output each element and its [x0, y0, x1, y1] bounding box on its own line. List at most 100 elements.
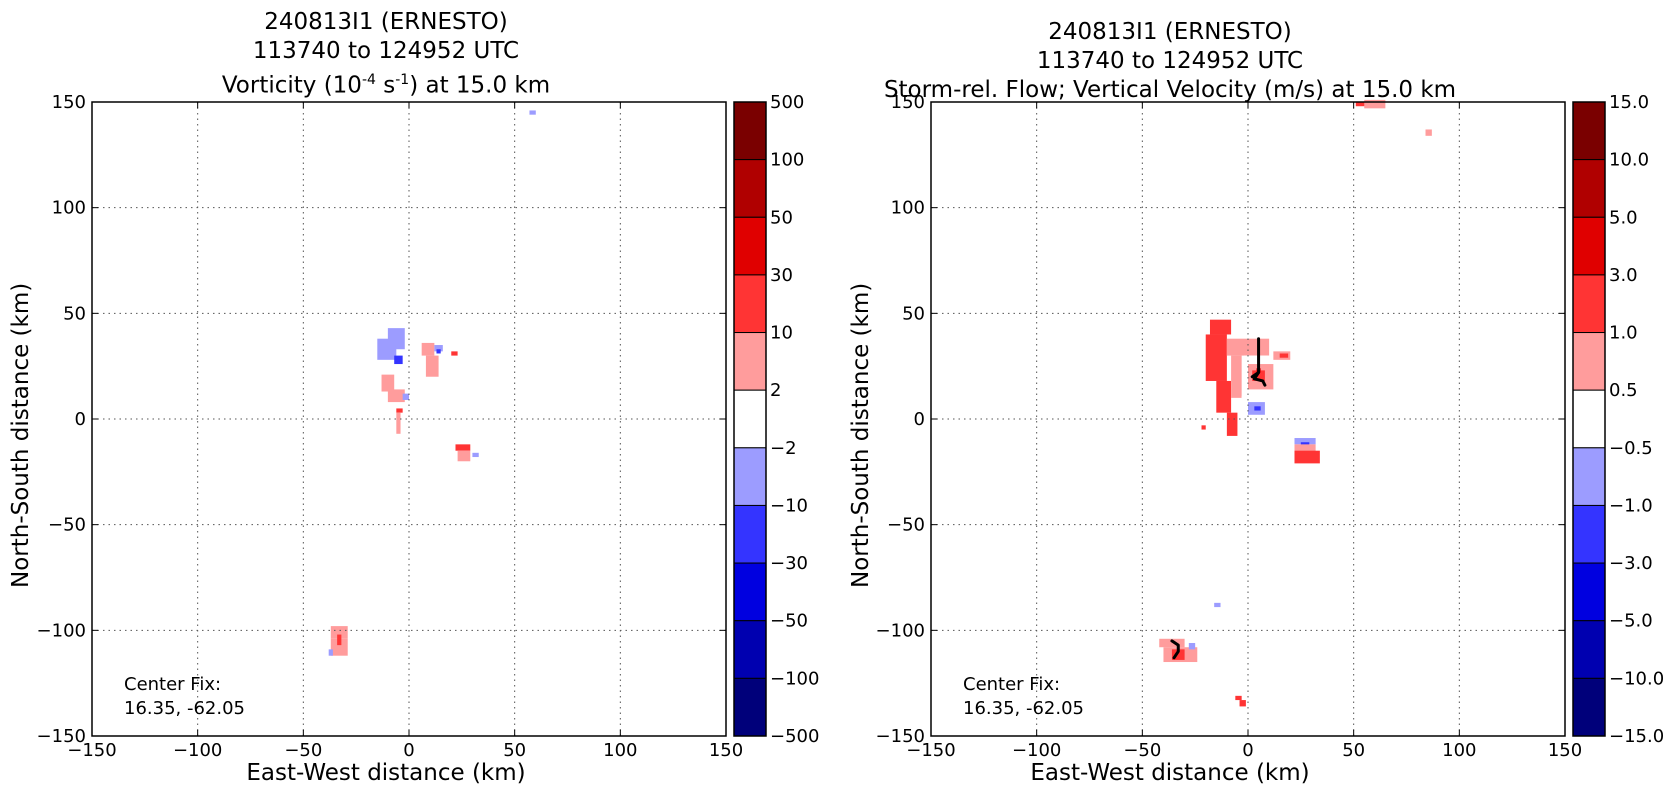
left-contour-patch: [451, 351, 458, 356]
right-colorbar-label: −1.0: [1609, 495, 1653, 516]
left-colorbar-segment: [733, 562, 767, 622]
left-colorbar-segment: [733, 504, 767, 564]
right-colorbar-label: −0.5: [1609, 438, 1653, 459]
left-colorbar-label: 500: [770, 92, 804, 113]
right-contour-patch: [1235, 695, 1242, 701]
left-colorbar-segment: [733, 159, 767, 218]
right-ytick-label: 0: [914, 409, 925, 430]
right-colorbar-label: −15.0: [1609, 726, 1664, 747]
right-contour-patch: [1171, 649, 1185, 660]
right-colorbar-segment: [1572, 159, 1606, 218]
left-colorbar-label: −10: [770, 495, 808, 516]
right-contour-patch: [1355, 102, 1367, 107]
chart-right-title-line2: 113740 to 124952 UTC: [1036, 48, 1304, 74]
right-contour-patch: [1239, 700, 1246, 707]
right-xtick-label: 0: [1242, 740, 1253, 761]
right-ytick-label: 150: [891, 92, 925, 113]
right-xtick-label: −100: [1012, 740, 1061, 761]
left-contour-patch: [455, 444, 471, 451]
left-plot-area: [92, 102, 726, 736]
left-contour-patch: [328, 649, 333, 656]
right-contour-patch: [1254, 406, 1261, 411]
right-colorbar-label: 10.0: [1609, 150, 1649, 171]
right-colorbar-segment: [1572, 332, 1606, 391]
right-colorbar-label: 1.0: [1609, 323, 1638, 344]
right-contour-patch: [1231, 355, 1242, 398]
left-contour-patch: [330, 638, 348, 656]
right-xtick-label: −50: [1123, 740, 1161, 761]
left-contour-patch: [472, 452, 479, 458]
chart-right-title-line3: Storm-rel. Flow; Vertical Velocity (m/s)…: [883, 77, 1457, 103]
left-ytick-label: −50: [48, 515, 86, 536]
right-ytick-label: 100: [891, 198, 925, 219]
right-streamline: [1250, 371, 1261, 379]
right-colorbar-label: 5.0: [1609, 207, 1638, 228]
right-contour-patch: [1226, 338, 1270, 356]
right-ytick-label: −100: [876, 620, 925, 641]
left-contour-patch: [434, 345, 443, 352]
left-colorbar-label: −50: [770, 611, 808, 632]
left-contour-patch: [330, 626, 348, 639]
right-colorbar-segment: [1572, 447, 1606, 506]
left-ytick-label: −100: [37, 620, 86, 641]
chart-left-title: 240813I1 (ERNESTO) 113740 to 124952 UTC …: [86, 8, 686, 101]
right-colorbar-segment: [1572, 216, 1606, 276]
right-colorbar-segment: [1572, 389, 1606, 449]
chart-left-title-line2: 113740 to 124952 UTC: [252, 38, 520, 64]
left-colorbar-segment: [733, 389, 767, 449]
left-colorbar-label: 30: [770, 265, 793, 286]
left-colorbar-label: −2: [770, 438, 797, 459]
right-colorbar-segment: [1572, 504, 1606, 564]
right-xtick-label: −150: [906, 740, 955, 761]
chart-left-title-line3-b: s: [375, 72, 396, 99]
chart-left-title-line1: 240813I1 (ERNESTO): [264, 9, 508, 35]
right-plot-area: [931, 102, 1565, 736]
right-contour-patch: [1216, 380, 1232, 413]
right-center-fix-label: Center Fix:: [963, 674, 1060, 695]
chart-left-title-line3-c: ) at 15.0 km: [409, 72, 551, 99]
left-contour-patch: [337, 634, 342, 646]
right-colorbar-label: 3.0: [1609, 265, 1638, 286]
left-contour-patch: [396, 412, 401, 434]
left-contour-patch: [394, 355, 403, 365]
right-contour-patch: [1294, 438, 1316, 445]
right-contour-patch: [1214, 602, 1221, 608]
right-ytick-label: 50: [902, 303, 925, 324]
right-contour-patch: [1241, 395, 1259, 407]
left-xtick-label: 0: [403, 740, 414, 761]
left-colorbar-label: −100: [770, 668, 819, 689]
chart-left-xlabel: East-West distance (km): [246, 760, 526, 786]
right-contour-patch: [1364, 99, 1386, 109]
left-xtick-label: −100: [173, 740, 222, 761]
right-colorbar-label: −3.0: [1609, 553, 1653, 574]
chart-left-title-sup1: -4: [361, 72, 376, 88]
right-contour-patch: [1209, 319, 1232, 335]
right-xtick-label: 150: [1548, 740, 1582, 761]
left-contour-patch: [421, 342, 435, 356]
left-contour-patch: [381, 374, 395, 392]
right-colorbar-segment: [1572, 101, 1606, 161]
left-colorbar-label: 10: [770, 323, 793, 344]
left-colorbar-label: 2: [770, 380, 781, 401]
left-colorbar-segment: [733, 216, 767, 276]
right-colorbar-segment: [1572, 562, 1606, 622]
left-ytick-label: 50: [63, 303, 86, 324]
left-colorbar-segment: [733, 677, 767, 737]
left-contour-patch: [402, 393, 409, 400]
right-contour-patch: [1159, 638, 1185, 648]
right-xtick-label: 50: [1342, 740, 1365, 761]
right-contour-patch: [1188, 643, 1196, 650]
right-ytick-label: −50: [887, 515, 925, 536]
chart-left-title-line3-a: Vorticity (10: [221, 72, 362, 99]
left-colorbar-segment: [733, 101, 767, 161]
left-contour-patch: [387, 389, 405, 403]
left-colorbar-label: −500: [770, 726, 819, 747]
chart-right-title-line1: 240813I1 (ERNESTO): [1048, 19, 1292, 45]
left-xtick-label: −50: [284, 740, 322, 761]
right-colorbar-label: 15.0: [1609, 92, 1649, 113]
right-center-fix-value: 16.35, -62.05: [963, 698, 1084, 719]
chart-right-xlabel: East-West distance (km): [1030, 760, 1310, 786]
chart-left-title-sup2: -1: [395, 72, 410, 88]
left-ytick-label: 150: [52, 92, 86, 113]
